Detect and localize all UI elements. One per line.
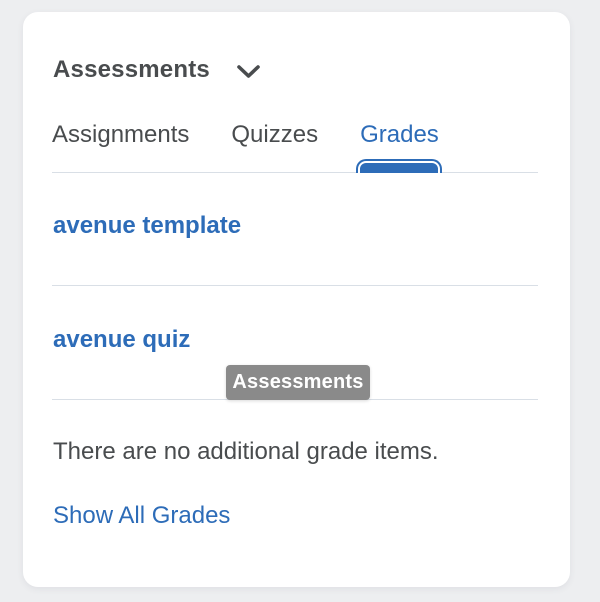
assessments-tooltip: Assessments bbox=[226, 365, 370, 400]
widget-header: Assessments bbox=[53, 56, 261, 84]
no-additional-grade-items-message: There are no additional grade items. bbox=[53, 438, 439, 465]
divider-under-tabs bbox=[52, 172, 538, 173]
tab-quizzes[interactable]: Quizzes bbox=[231, 121, 319, 148]
selected-tab-indicator bbox=[356, 159, 442, 173]
show-all-grades-link[interactable]: Show All Grades bbox=[53, 502, 231, 529]
widget-title: Assessments bbox=[53, 56, 210, 83]
grade-item-link[interactable]: avenue template bbox=[53, 212, 242, 239]
tab-grades-label: Grades bbox=[360, 121, 439, 148]
grade-item-link[interactable]: avenue quiz bbox=[53, 326, 191, 353]
tooltip-text: Assessments bbox=[232, 371, 364, 393]
assessments-tab-bar: Assignments Quizzes Grades bbox=[52, 120, 441, 173]
chevron-down-icon[interactable] bbox=[236, 64, 261, 79]
assessments-widget-panel: Assessments Assignments Quizzes Grades a… bbox=[23, 12, 570, 587]
tab-grades[interactable]: Grades bbox=[358, 120, 441, 173]
tab-assignments[interactable]: Assignments bbox=[52, 121, 190, 148]
divider-after-item-1 bbox=[52, 285, 538, 286]
